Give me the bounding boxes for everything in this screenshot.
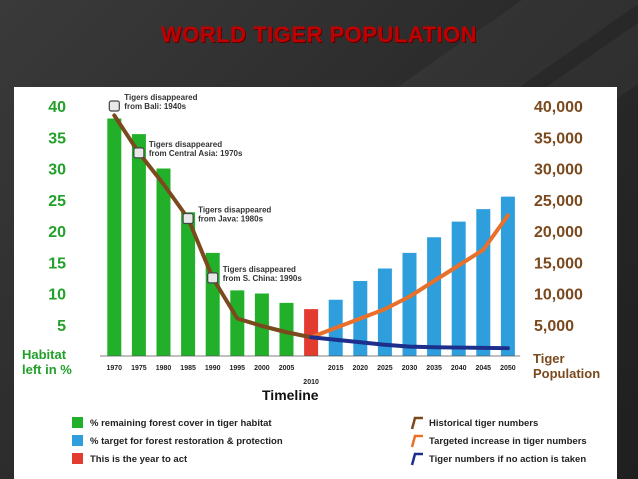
x-tick-label: 2020 xyxy=(353,365,369,372)
slide-title: WORLD TIGER POPULATION xyxy=(160,22,478,47)
annotation-label: Tigers disappeared xyxy=(198,206,271,215)
left-tick-label: 5 xyxy=(57,318,66,335)
annotation-label: from S. China: 1990s xyxy=(223,274,303,283)
legend-label: % target for forest restoration & protec… xyxy=(90,436,283,447)
bar xyxy=(131,134,146,356)
legend-label: Targeted increase in tiger numbers xyxy=(429,436,587,447)
bar xyxy=(156,168,171,356)
series-line xyxy=(309,335,510,351)
x-tick-label: 1975 xyxy=(131,365,147,372)
annotation-label: from Central Asia: 1970s xyxy=(149,149,243,158)
bar xyxy=(304,309,319,356)
chart-panel: 40 35 30 25 20 15 10 5 40,000 35,000 30,000 25,000 2… xyxy=(14,87,617,479)
right-axis-label: Population xyxy=(533,366,600,381)
legend-label: Historical tiger numbers xyxy=(429,418,538,429)
x-tick-label: 2015 xyxy=(328,365,344,372)
x-tick-label: 1985 xyxy=(180,365,196,372)
x-tick-label: 2025 xyxy=(377,365,393,372)
bar xyxy=(451,221,466,356)
right-tick-label: 35,000 xyxy=(534,130,583,147)
legend-label: % remaining forest cover in tiger habita… xyxy=(90,418,272,429)
legend-swatch xyxy=(72,435,83,446)
annotation-marker xyxy=(108,100,120,112)
bar xyxy=(402,252,417,356)
x-tick-label: 2045 xyxy=(476,365,492,372)
annotation-marker xyxy=(133,147,145,159)
left-axis-label: Habitat xyxy=(22,347,67,362)
x-tick-label: 2030 xyxy=(402,365,418,372)
annotation-label: Tigers disappeared xyxy=(124,93,197,102)
left-tick-label: 20 xyxy=(48,224,66,241)
left-tick-label: 35 xyxy=(48,130,66,147)
x-tick-label: 1990 xyxy=(205,365,221,372)
left-tick-label: 10 xyxy=(48,287,66,304)
x-tick-label: 2010 xyxy=(303,379,319,386)
right-tick-label: 30,000 xyxy=(534,162,583,179)
bar xyxy=(476,209,491,356)
x-tick-label: 2005 xyxy=(279,365,295,372)
x-tick-label: 1995 xyxy=(230,365,246,372)
x-axis-title: Timeline xyxy=(262,387,319,403)
bar xyxy=(279,302,294,356)
bar xyxy=(107,118,122,356)
legend-label: Tiger numbers if no action is taken xyxy=(429,454,586,465)
bar xyxy=(427,237,442,356)
x-tick-label: 2035 xyxy=(426,365,442,372)
annotation-label: Tigers disappeared xyxy=(223,265,296,274)
legend-line-swatch xyxy=(410,416,423,430)
left-tick-label: 40 xyxy=(48,99,66,116)
left-tick-label: 15 xyxy=(48,255,66,272)
annotation-marker xyxy=(182,212,194,225)
x-tick-label: 2050 xyxy=(500,365,516,372)
left-tick-label: 30 xyxy=(48,162,66,179)
x-tick-label: 1970 xyxy=(107,365,123,372)
right-tick-label: 10,000 xyxy=(534,287,583,304)
right-tick-label: 25,000 xyxy=(534,193,583,210)
bar xyxy=(181,212,196,356)
annotation-label: from Bali: 1940s xyxy=(124,102,186,111)
annotation-marker xyxy=(207,272,219,284)
x-tick-label: 2000 xyxy=(254,365,270,372)
right-tick-label: 40,000 xyxy=(534,99,583,116)
legend-swatch xyxy=(72,417,83,428)
annotation-label: Tigers disappeared xyxy=(149,140,222,149)
right-tick-label: 15,000 xyxy=(534,255,583,272)
legend-line-swatch xyxy=(410,434,423,448)
x-tick-label: 2040 xyxy=(451,365,467,372)
legend-label: This is the year to act xyxy=(90,454,188,465)
right-tick-label: 20,000 xyxy=(534,224,583,241)
right-tick-label: 5,000 xyxy=(534,318,574,335)
right-axis-label: Tiger xyxy=(533,351,565,366)
bar xyxy=(500,196,515,356)
x-tick-label: 1980 xyxy=(156,365,172,372)
left-axis-label: left in % xyxy=(22,362,72,377)
legend-swatch xyxy=(72,453,83,464)
series-line xyxy=(309,213,510,340)
annotation-label: from Java: 1980s xyxy=(198,215,263,224)
legend-line-swatch xyxy=(410,452,423,466)
bar xyxy=(377,268,392,356)
tiger-population-chart: 40353025201510540,00035,00030,00025,0002… xyxy=(22,93,600,466)
bar xyxy=(230,290,245,356)
left-tick-label: 25 xyxy=(48,193,66,210)
